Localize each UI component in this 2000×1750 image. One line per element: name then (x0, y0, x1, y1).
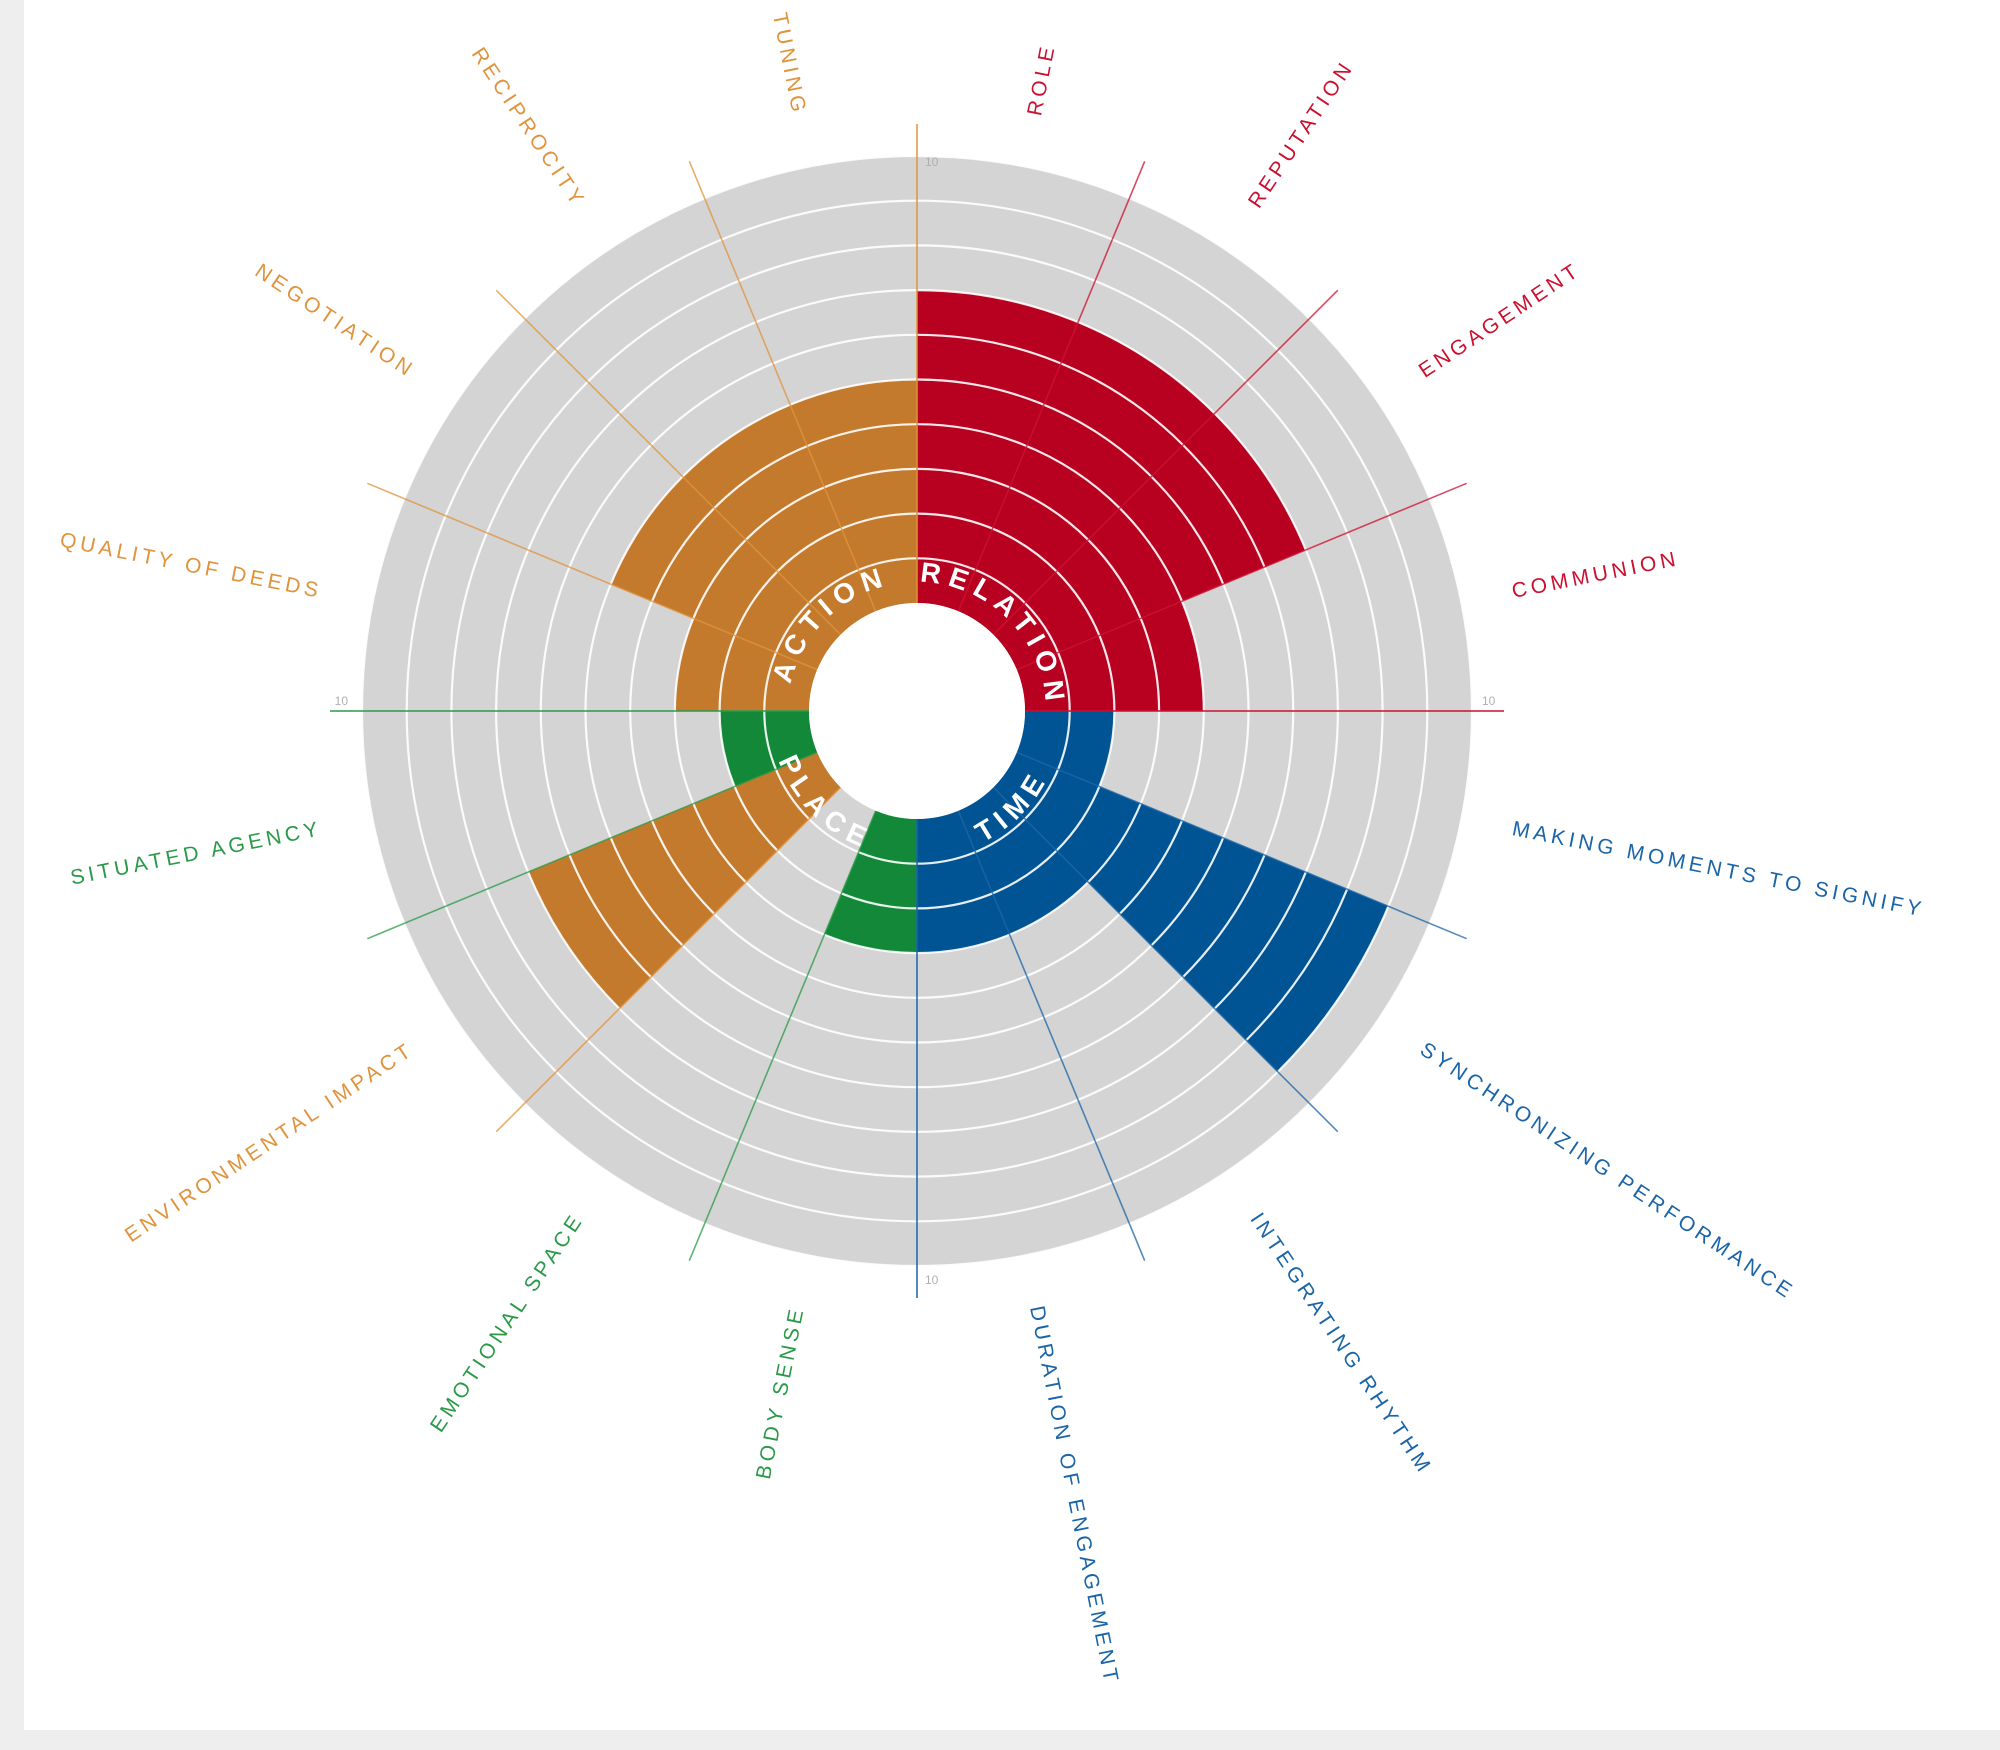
category-label-quality-of-deeds: QUALITY OF DEEDS (58, 528, 324, 603)
category-label-synchronizing-performance: SYNCHRONIZING PERFORMANCE (1416, 1038, 1799, 1305)
tick-label-0: 10 (925, 155, 939, 169)
category-label-duration-of-engagement: DURATION OF ENGAGEMENT (1025, 1304, 1123, 1687)
spoke-5 (1016, 751, 1468, 940)
category-label-engagement: ENGAGEMENT (1415, 258, 1585, 382)
spoke-6 (992, 786, 1339, 1133)
spoke-10 (495, 786, 842, 1133)
bar-synchronizing-performance (993, 752, 1389, 1072)
category-label-negotiation: NEGOTIATION (251, 259, 419, 382)
spoke-1 (957, 160, 1146, 612)
category-label-reciprocity: RECIPROCITY (467, 43, 590, 212)
category-label-role: ROLE (1023, 41, 1060, 117)
spoke-15 (688, 160, 877, 612)
chart-canvas: RELATION TIME PLACE ACTION 10 10 10 10 ROLE REP… (24, 0, 2000, 1730)
bar-integrating-rhythm (958, 787, 1089, 935)
spoke-11 (366, 751, 818, 940)
category-label-emotional-space: EMOTIONAL SPACE (426, 1209, 589, 1437)
bar-quality-of-deeds (674, 618, 818, 711)
spokes-layer (330, 124, 1504, 1298)
spoke-13 (366, 482, 818, 671)
bar-duration-of-engagement (917, 810, 1010, 954)
category-label-environmental-impact: ENVIRONMENTAL IMPACT (121, 1038, 418, 1247)
bar-body-sense (824, 810, 917, 954)
hub-circle (809, 603, 1025, 819)
spoke-3 (1016, 482, 1468, 671)
tick-label-3: 10 (335, 694, 349, 708)
category-label-body-sense: BODY SENSE (752, 1304, 809, 1481)
spoke-9 (688, 810, 877, 1262)
tick-label-2: 10 (925, 1273, 939, 1287)
tick-label-1: 10 (1482, 694, 1496, 708)
bar-tuning (790, 379, 917, 612)
spoke-2 (992, 289, 1339, 636)
category-label-integrating-rhythm: INTEGRATING RHYTHM (1245, 1209, 1436, 1479)
bar-role (917, 290, 1079, 612)
spoke-7 (957, 810, 1146, 1262)
bar-negotiation (610, 476, 841, 670)
category-label-tuning: TUNING (768, 11, 811, 118)
tick-labels-layer: 10 10 10 10 (335, 155, 1496, 1287)
category-label-making-moments-to-signify: MAKING MOMENTS TO SIGNIFY (1510, 817, 1927, 922)
bar-reciprocity (682, 404, 876, 635)
spoke-14 (495, 289, 842, 636)
category-label-situated-agency: SITUATED AGENCY (68, 817, 323, 889)
category-label-reputation: REPUTATION (1244, 56, 1359, 212)
category-label-communion: COMMUNION (1510, 547, 1681, 603)
